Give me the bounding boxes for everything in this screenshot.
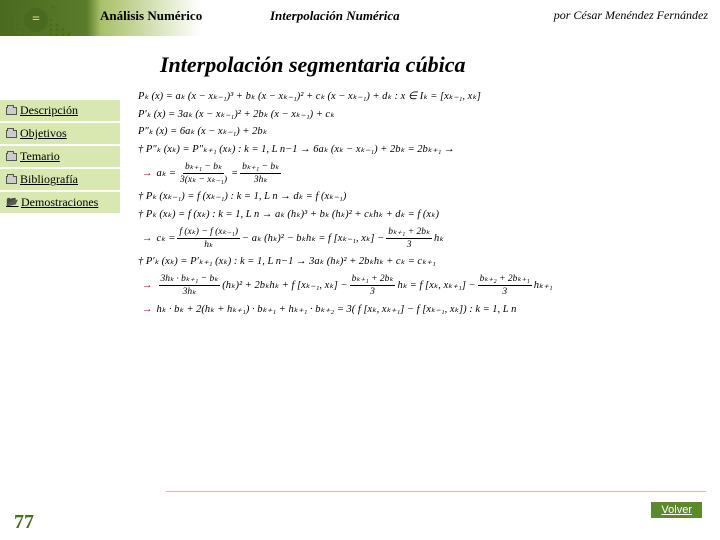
formula-line: P′ₖ (x) = 3aₖ (x − xₖ₋₁)² + 2bₖ (x − xₖ₋… [138, 108, 698, 122]
sidebar-item-demostraciones[interactable]: Demostraciones [0, 192, 120, 213]
sidebar-item-objetivos[interactable]: Objetivos [0, 123, 120, 144]
sidebar-item-label: Objetivos [20, 126, 67, 141]
formula-line: † Pₖ (xₖ₋₁) = f (xₖ₋₁) : k = 1, L n → dₖ… [138, 190, 698, 204]
formula-line: P″ₖ (x) = 6aₖ (x − xₖ₋₁) + 2bₖ [138, 125, 698, 139]
sidebar-item-label: Demostraciones [21, 195, 98, 210]
sidebar-item-bibliografia[interactable]: Bibliografía [0, 169, 120, 190]
divider [166, 491, 706, 493]
folder-icon [6, 130, 17, 138]
formula-line: † P′ₖ (xₖ) = P′ₖ₊₁ (xₖ) : k = 1, L n−1 →… [138, 255, 698, 269]
header-title: Análisis Numérico [100, 8, 202, 24]
folder-icon [6, 107, 17, 115]
formula-line: → 3hₖ · bₖ₊₁ − bₖ3hₖ (hₖ)² + 2bₖhₖ + f [… [138, 273, 698, 299]
folder-icon [6, 176, 17, 184]
folder-open-icon [6, 198, 18, 208]
arrow-icon: → [142, 303, 153, 317]
sidebar-item-descripcion[interactable]: Descripción [0, 100, 120, 121]
header: + + = ▲▲▲▲▲▲▲▲▲▲ ▲▲▲▲▲▲▲▲▲▲ Análisis Num… [0, 0, 720, 36]
formula-line: † P″ₖ (xₖ) = P″ₖ₊₁ (xₖ) : k = 1, L n−1 →… [138, 143, 698, 157]
page-number: 77 [14, 511, 34, 534]
formula-line: → hₖ · bₖ + 2(hₖ + hₖ₊₁) · bₖ₊₁ + hₖ₊₁ ·… [138, 303, 698, 317]
header-author: por César Menéndez Fernández [554, 8, 708, 23]
arrow-icon: → [142, 232, 153, 246]
formula-line: † Pₖ (xₖ) = f (xₖ) : k = 1, L n → aₖ (hₖ… [138, 208, 698, 222]
formulas-area: Pₖ (x) = aₖ (x − xₖ₋₁)³ + bₖ (x − xₖ₋₁)²… [138, 90, 698, 320]
header-subtitle: Interpolación Numérica [270, 8, 400, 24]
sidebar-item-temario[interactable]: Temario [0, 146, 120, 167]
sidebar-item-label: Descripción [20, 103, 78, 118]
folder-icon [6, 153, 17, 161]
back-button[interactable]: Volver [651, 502, 702, 518]
sidebar-item-label: Temario [20, 149, 60, 164]
section-title: Interpolación segmentaria cúbica [160, 52, 466, 78]
formula-line: → aₖ = bₖ₊₁ − bₖ3(xₖ − xₖ₋₁) = bₖ₊₁ − bₖ… [138, 161, 698, 187]
formula-line: → cₖ = f (xₖ) − f (xₖ₋₁)hₖ − aₖ (hₖ)² − … [138, 226, 698, 252]
logo: + + = ▲▲▲▲▲▲▲▲▲▲ ▲▲▲▲▲▲▲▲▲▲ [6, 2, 64, 44]
formula-line: Pₖ (x) = aₖ (x − xₖ₋₁)³ + bₖ (x − xₖ₋₁)²… [138, 90, 698, 104]
arrow-icon: → [142, 167, 153, 181]
sidebar: Descripción Objetivos Temario Bibliograf… [0, 100, 120, 215]
sidebar-item-label: Bibliografía [20, 172, 78, 187]
arrow-icon: → [142, 279, 153, 293]
